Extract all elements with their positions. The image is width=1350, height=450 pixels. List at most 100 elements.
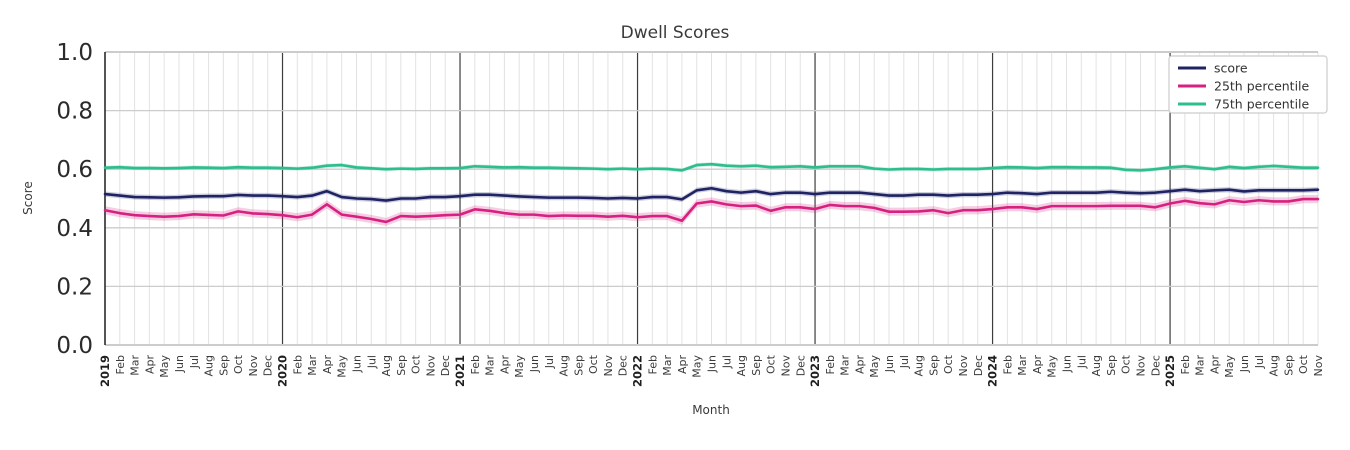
x-tick-month-label: Dec — [617, 355, 630, 376]
x-tick-month-label: Sep — [572, 355, 585, 376]
line-75th-percentile — [103, 162, 1320, 172]
x-tick-month-label: Oct — [942, 354, 955, 374]
x-tick-month-label: Nov — [247, 355, 260, 377]
x-tick-month-label: May — [513, 355, 526, 378]
x-tick-month-label: Oct — [410, 354, 423, 374]
x-tick-month-label: Jul — [1075, 355, 1088, 369]
x-tick-month-label: Dec — [439, 355, 452, 376]
x-tick-month-label: Nov — [424, 355, 437, 377]
x-tick-month-label: Nov — [1312, 355, 1325, 377]
x-tick-month-label: Oct — [587, 354, 600, 374]
x-tick-month-label: Feb — [824, 355, 837, 374]
band-25th-percentile — [105, 194, 1318, 227]
x-tick-month-label: Sep — [1105, 355, 1118, 376]
x-tick-month-label: Nov — [957, 355, 970, 377]
y-tick-label: 0.2 — [56, 274, 93, 300]
y-tick-label: 0.4 — [56, 216, 93, 242]
y-tick-label: 0.0 — [56, 333, 93, 359]
x-tick-month-label: Jun — [173, 355, 186, 373]
x-tick-month-label: Nov — [602, 355, 615, 377]
x-tick-month-label: Mar — [839, 355, 852, 376]
legend-box — [1168, 55, 1328, 114]
x-tick-year-label: 2022 — [631, 355, 645, 387]
x-tick-year-label: 2023 — [808, 355, 822, 387]
x-tick-month-label: Mar — [484, 355, 497, 376]
x-tick-month-label: Mar — [1194, 355, 1207, 376]
x-tick-month-label: Jul — [543, 355, 556, 369]
x-tick-month-label: May — [336, 355, 349, 378]
legend-label-score: score — [1214, 61, 1248, 76]
x-tick-month-label: Jun — [1061, 355, 1074, 373]
x-tick-month-label: Oct — [765, 354, 778, 374]
x-tick-month-label: Sep — [750, 355, 763, 376]
x-tick-month-label: Aug — [380, 355, 393, 376]
x-tick-month-label: May — [868, 355, 881, 378]
x-tick-month-label: Jun — [1238, 355, 1251, 373]
x-tick-year-label: 2024 — [986, 355, 1000, 387]
x-tick-month-label: May — [1046, 355, 1059, 378]
x-tick-month-label: Jun — [706, 355, 719, 373]
x-tick-month-label: Nov — [779, 355, 792, 377]
x-tick-month-label: Feb — [1179, 355, 1192, 374]
x-tick-month-label: Aug — [1090, 355, 1103, 376]
x-tick-month-label: Apr — [1208, 355, 1221, 375]
line-25th-percentile — [103, 197, 1320, 224]
x-tick-month-label: Jul — [1253, 355, 1266, 369]
legend-label-75th-percentile: 75th percentile — [1214, 97, 1310, 112]
x-tick-month-label: Oct — [232, 354, 245, 374]
x-tick-year-label: 2019 — [98, 355, 112, 387]
x-tick-month-label: Jun — [350, 355, 363, 373]
x-tick-month-label: May — [158, 355, 171, 378]
x-tick-labels: 2019 Feb Mar Apr May Jun Jul Aug Sep Oct Nov Dec 202… — [98, 354, 1325, 387]
gridlines — [104, 51, 1319, 346]
y-tick-labels: 0.0 0.2 0.4 0.6 0.8 1.0 — [56, 40, 93, 359]
x-tick-month-label: Mar — [306, 355, 319, 376]
x-tick-year-label: 2021 — [453, 355, 467, 387]
x-tick-month-label: Aug — [203, 355, 216, 376]
x-tick-month-label: Dec — [794, 355, 807, 376]
x-tick-month-label: Jun — [883, 355, 896, 373]
x-tick-month-label: Jul — [720, 355, 733, 369]
line-score — [103, 186, 1320, 202]
x-tick-month-label: Feb — [646, 355, 659, 374]
legend: score 25th percentile 75th percentile — [1168, 55, 1328, 114]
x-tick-month-label: Mar — [661, 355, 674, 376]
series-lines — [103, 162, 1320, 224]
x-tick-month-label: Jun — [528, 355, 541, 373]
x-tick-month-label: Apr — [676, 355, 689, 375]
x-tick-month-label: Mar — [1016, 355, 1029, 376]
y-tick-label: 1.0 — [56, 40, 93, 66]
x-tick-month-label: Apr — [498, 355, 511, 375]
y-tick-label: 0.6 — [56, 157, 93, 183]
x-tick-month-label: Feb — [1001, 355, 1014, 374]
x-tick-month-label: Aug — [558, 355, 571, 376]
x-tick-month-label: Aug — [1268, 355, 1281, 376]
x-tick-month-label: Feb — [114, 355, 127, 374]
x-tick-month-label: Aug — [735, 355, 748, 376]
x-tick-month-label: Mar — [129, 355, 142, 376]
x-tick-month-label: Aug — [913, 355, 926, 376]
y-tick-label: 0.8 — [56, 99, 93, 125]
x-tick-month-label: Dec — [262, 355, 275, 376]
chart-title: Dwell Scores — [621, 23, 730, 43]
x-tick-month-label: Apr — [321, 355, 334, 375]
x-tick-month-label: Sep — [217, 355, 230, 376]
x-tick-month-label: May — [691, 355, 704, 378]
x-tick-month-label: Oct — [1297, 354, 1310, 374]
x-tick-month-label: Feb — [291, 355, 304, 374]
legend-label-25th-percentile: 25th percentile — [1214, 79, 1310, 94]
x-tick-month-label: Apr — [853, 355, 866, 375]
x-tick-month-label: Apr — [143, 355, 156, 375]
x-tick-month-label: Jul — [188, 355, 201, 369]
x-tick-month-label: Oct — [1120, 354, 1133, 374]
x-tick-year-label: 2020 — [276, 355, 290, 387]
x-tick-month-label: Jul — [365, 355, 378, 369]
x-tick-month-label: Nov — [1134, 355, 1147, 377]
x-axis-label: Month — [692, 403, 730, 417]
x-tick-month-label: Sep — [1282, 355, 1295, 376]
x-tick-month-label: Apr — [1031, 355, 1044, 375]
x-tick-month-label: Sep — [395, 355, 408, 376]
x-tick-month-label: Sep — [927, 355, 940, 376]
